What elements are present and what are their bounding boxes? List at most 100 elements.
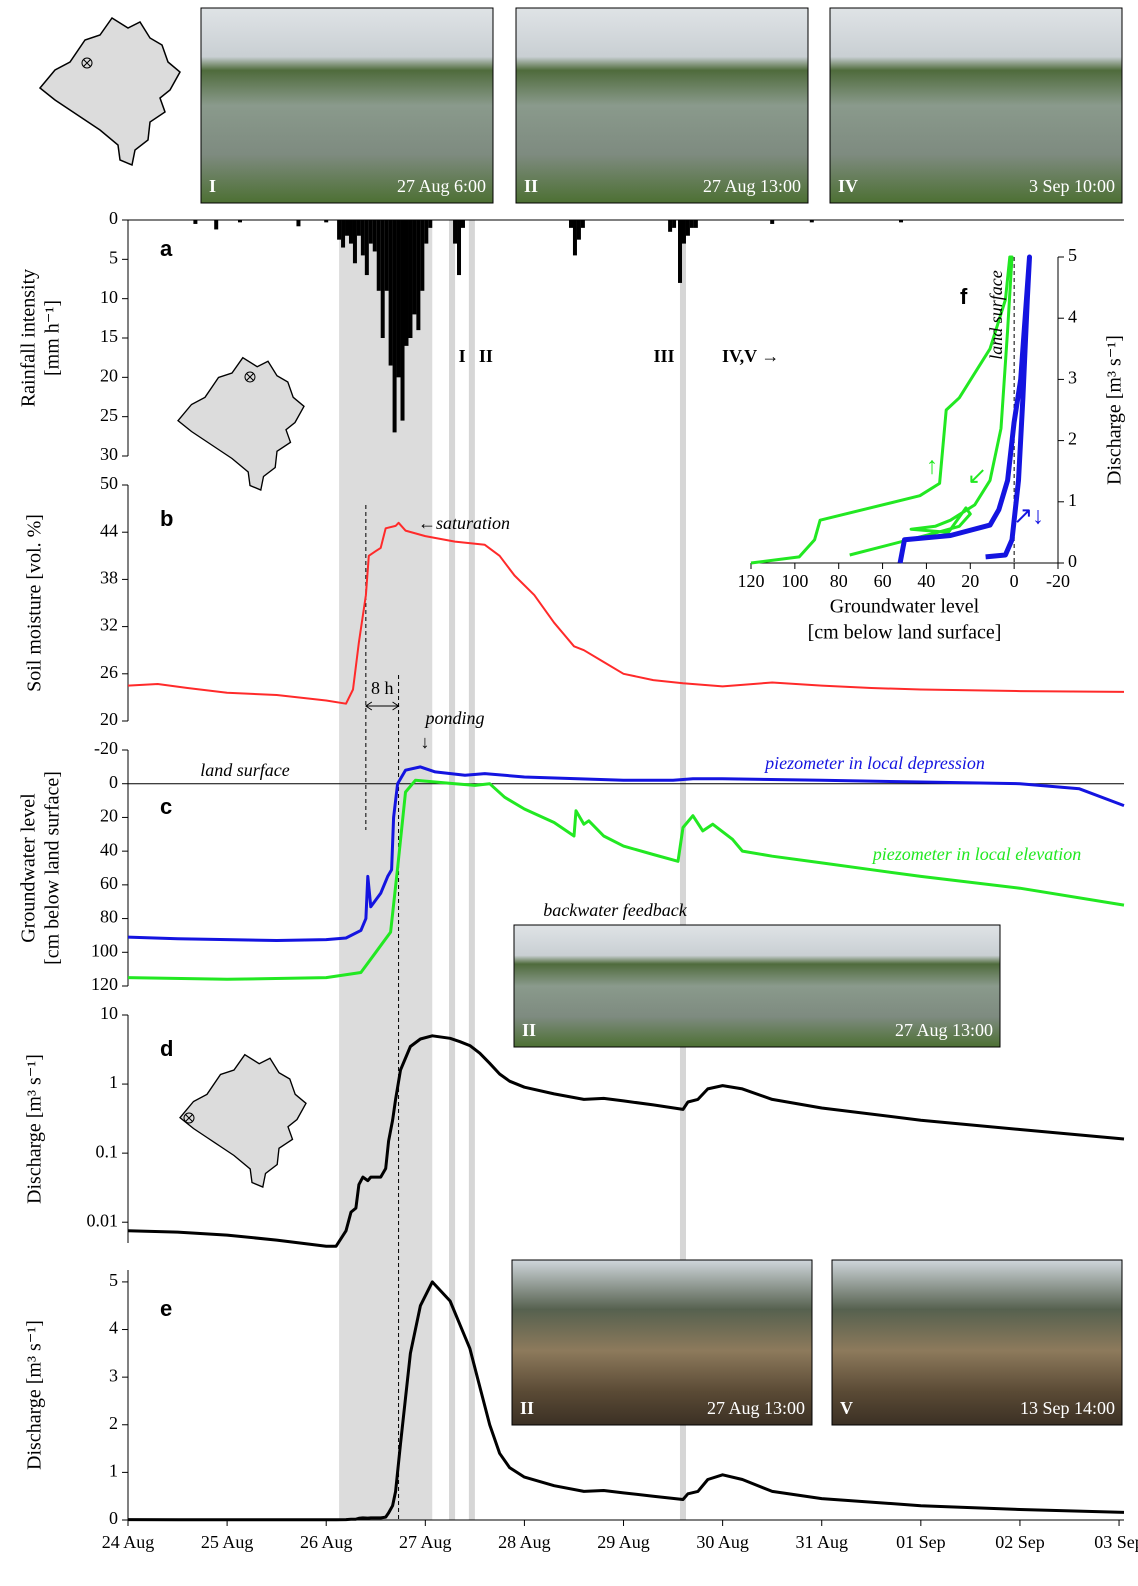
y-tick-label: 0.1: [96, 1141, 119, 1161]
y-tick-label: 4: [109, 1318, 118, 1338]
x-tick-label: 0: [1010, 571, 1019, 591]
bar: [396, 220, 401, 378]
y-tick-label: 30: [100, 444, 118, 464]
photo-strip: I 27 Aug 6:00 II 27 Aug 13:00 IV 3 Sep 1…: [200, 7, 1123, 204]
bar: [372, 220, 377, 252]
x-axis-title: Groundwater level: [830, 596, 980, 618]
photo-label: IV: [838, 176, 858, 196]
catchment-map: [39, 17, 307, 1188]
bar: [404, 220, 409, 346]
bar: [576, 220, 581, 240]
y-tick-label: 32: [100, 615, 118, 635]
y-tick-label: 3: [1068, 368, 1077, 388]
location-marker: [81, 57, 93, 69]
bar: [568, 220, 573, 228]
y-tick-label: 5: [1068, 245, 1077, 265]
annotation: ↓: [1032, 504, 1044, 530]
bar: [412, 220, 417, 315]
x-tick-label: 60: [874, 571, 892, 591]
bar: [428, 220, 433, 228]
y-tick-label: 0: [109, 772, 118, 792]
photo-time: 27 Aug 6:00: [397, 176, 486, 196]
y-axis-title: Discharge [m³ s⁻¹]: [1104, 335, 1126, 485]
y-tick-label: 26: [100, 662, 118, 682]
y-tick-label: 80: [100, 907, 118, 927]
y-tick-label: 10: [100, 1003, 118, 1023]
x-tick-label: 24 Aug: [102, 1532, 155, 1552]
data-line: [897, 254, 1032, 564]
bar: [348, 220, 353, 244]
photo-inserts: backwater feedback II 27 Aug 13:00 II 27…: [511, 900, 1123, 1426]
annotation: IV,V →: [722, 346, 779, 366]
photo-label: V: [840, 1398, 853, 1418]
y-axis-title: Discharge [m³ s⁻¹]: [24, 1054, 46, 1204]
y-tick-label: 2: [1068, 429, 1077, 449]
x-tick-label: 100: [781, 571, 808, 591]
photo-caption: backwater feedback: [543, 900, 687, 920]
y-tick-label: 100: [91, 940, 118, 960]
annotation: ←saturation: [418, 513, 510, 533]
panel-label: c: [160, 794, 172, 819]
map-shape: [39, 17, 181, 166]
bar: [580, 220, 585, 228]
lag-arrow: [364, 701, 400, 711]
x-tick-label: 31 Aug: [795, 1532, 848, 1552]
y-tick-label: -20: [94, 738, 118, 758]
x-tick-label: 29 Aug: [597, 1532, 650, 1552]
annotation: ↓: [421, 732, 430, 752]
bar: [668, 220, 673, 232]
y-tick-label: 0: [109, 1508, 118, 1528]
y-axis-title: Discharge [m³ s⁻¹]: [24, 1320, 46, 1470]
y-tick-label: 4: [1068, 306, 1077, 326]
photo: [515, 7, 809, 204]
photo-label: II: [520, 1398, 534, 1418]
bar: [356, 220, 361, 236]
annotation: ponding: [423, 708, 484, 728]
bar: [337, 220, 342, 240]
bar: [416, 220, 421, 331]
annotation: ↑: [926, 454, 938, 480]
bar: [376, 220, 381, 291]
photo-time: 27 Aug 13:00: [703, 176, 801, 196]
bar: [324, 220, 329, 223]
bar: [380, 220, 385, 338]
photo: [513, 924, 1001, 1048]
data-line: [127, 521, 1125, 705]
x-tick-label: 80: [830, 571, 848, 591]
bar: [352, 220, 357, 264]
rain-period-shade: [339, 220, 433, 1520]
y-tick-label: 5: [109, 1270, 118, 1290]
x-tick-label: 28 Aug: [498, 1532, 551, 1552]
y-tick-label: 38: [100, 568, 118, 588]
bar: [678, 220, 683, 283]
bar: [681, 220, 686, 244]
annotation: land surface: [986, 270, 1006, 360]
annotations: IV,V → ←saturation ponding ↓ land surfac…: [200, 270, 1081, 864]
lag-label: 8 h: [371, 678, 394, 698]
x-tick-label: 30 Aug: [696, 1532, 749, 1552]
bar: [689, 220, 694, 228]
y-tick-label: 0: [109, 208, 118, 228]
photo-time: 27 Aug 13:00: [895, 1020, 993, 1040]
bar: [214, 220, 219, 230]
bar: [899, 220, 904, 223]
y-tick-label: 20: [100, 806, 118, 826]
x-axis-title: [cm below land surface]: [808, 622, 1002, 644]
bar: [345, 220, 350, 236]
x-tick-label: -20: [1046, 571, 1070, 591]
bar: [341, 220, 346, 248]
y-tick-label: 5: [109, 247, 118, 267]
photo: [829, 7, 1123, 204]
bar: [457, 220, 462, 276]
data-line: [127, 765, 1125, 942]
map-shape: [177, 357, 305, 491]
x-tick-label: 27 Aug: [399, 1532, 452, 1552]
x-tick-label: 01 Sep: [896, 1532, 946, 1552]
y-tick-label: 50: [100, 473, 118, 493]
panel-label: f: [960, 284, 968, 309]
y-axis-title: Groundwater level: [18, 793, 40, 943]
y-tick-label: 25: [100, 405, 118, 425]
photo-label: I: [209, 176, 216, 196]
